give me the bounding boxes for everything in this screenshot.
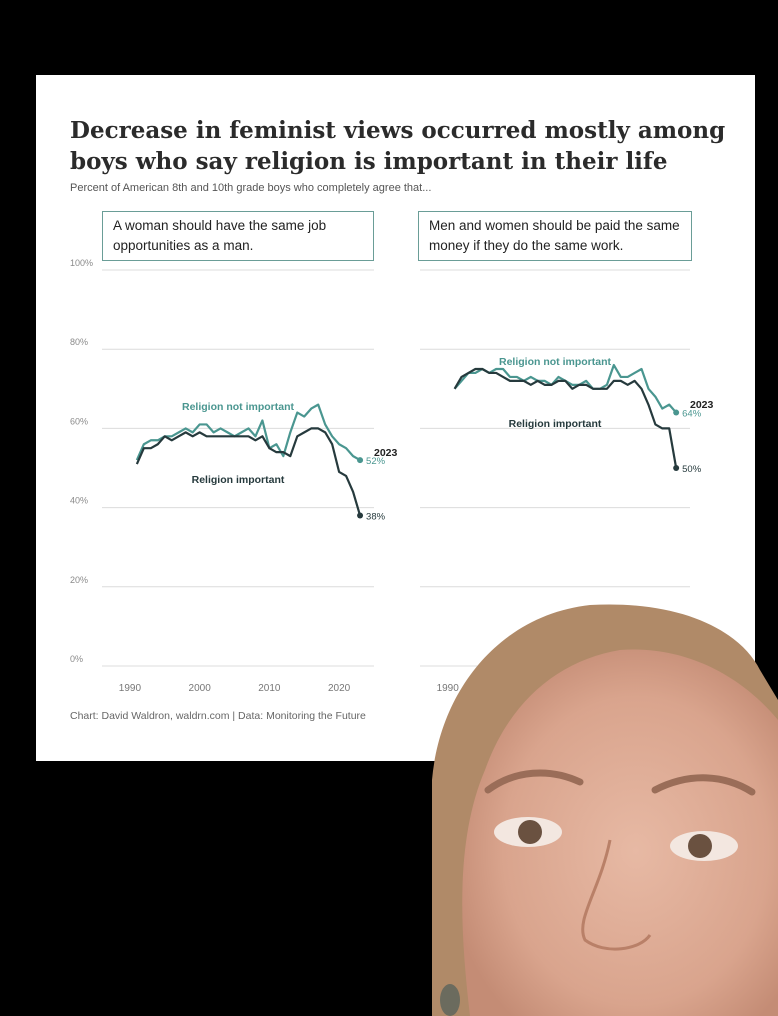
webcam-person-left-iris [518,820,542,844]
webcam-person-right-brow [651,774,756,796]
webcam-person-face [462,649,778,1016]
panel-1-end-value-not-important: 52% [366,456,386,467]
panel-1-x-tick-1990: 1990 [119,683,142,694]
panel-1-endpoint-important [357,512,364,519]
webcam-person-earring [440,984,460,1016]
webcam-person-left-brow [484,769,584,794]
panel-1-y-tick-80: 80% [70,337,88,347]
webcam-person-right-iris [688,834,712,858]
panel-2-x-tick-1990: 1990 [437,683,460,694]
panel-1-label-important: Religion important [192,474,285,486]
panel-1-line-important [135,427,362,516]
panel-1-x-tick-2000: 2000 [189,683,212,694]
panel-1-x-tick-2010: 2010 [258,683,281,694]
chart-subtitle: Percent of American 8th and 10th grade b… [70,182,432,194]
panel-1-endpoint-not-important [357,457,364,464]
panel-2-endpoint-important [673,465,680,471]
panel-1-end-value-important: 38% [366,512,386,523]
chart-source-footer: Chart: David Waldron, waldrn.com | Data:… [70,710,366,722]
panel-1-end-year-label: 2023 [374,447,398,459]
panel-1-x-tick-2020: 2020 [328,683,351,694]
panel-2-label-not-important: Religion not important [499,356,611,368]
panel-1-y-tick-40: 40% [70,496,88,506]
panel-2-end-value-important: 50% [682,464,702,475]
panel-1-line-not-important [135,403,361,462]
panel-right-question-box: Men and women should be paid the same mo… [418,211,692,261]
panel-2-line-important [453,367,678,469]
panel-1-label-not-important: Religion not important [182,401,294,413]
webcam-person-nose [581,839,652,951]
panel-1-y-tick-60: 60% [70,416,88,426]
chart-title: Decrease in feminist views occurred most… [70,117,726,175]
panel-1-y-tick-0: 0% [70,654,83,664]
panel-2-endpoint-not-important [673,409,680,416]
panel-1-y-tick-100: 100% [70,258,93,268]
chart-card: Decrease in feminist views occurred most… [36,75,755,761]
panel-2-end-year-label: 2023 [690,399,714,411]
panel-2-label-important: Religion important [509,418,602,430]
panel-1-y-tick-20: 20% [70,575,88,585]
panel-left-question-box: A woman should have the same job opportu… [102,211,374,261]
panel-2-end-value-not-important: 64% [682,409,702,420]
